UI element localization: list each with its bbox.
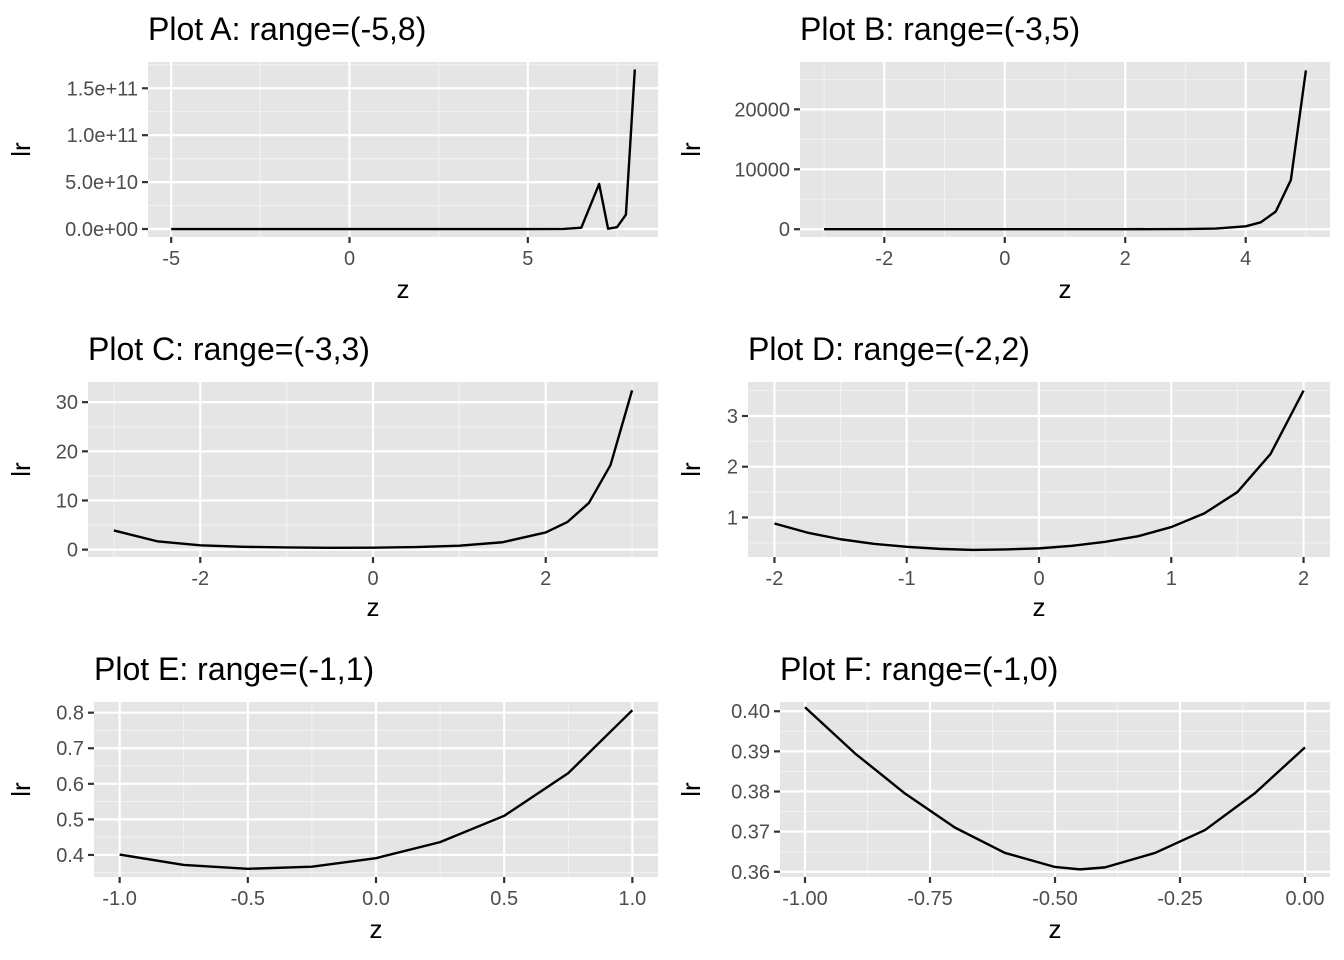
plot-a-x-axis-title: z <box>397 274 410 304</box>
plot-f-x-tick-label: -0.75 <box>907 888 953 910</box>
plot-a-x-tick-label: 5 <box>522 248 533 270</box>
plot-d-x-tick-label: -1 <box>898 568 916 590</box>
plot-d-panel: -2 -1 0 1 2 1 2 3 Plot D: range=(-2,2) z lr <box>676 331 1330 622</box>
plot-b-y-axis-title: lr <box>676 142 706 157</box>
plot-a-y-tick-label: 0.0e+00 <box>65 219 138 241</box>
plot-e-y-tick-label: 0.6 <box>56 774 84 796</box>
plot-f-y-tick-label: 0.36 <box>731 862 770 884</box>
plot-e-y-tick-label: 0.8 <box>56 703 84 725</box>
plot-d-x-axis-title: z <box>1033 592 1046 622</box>
plot-c-x-tick-label: 2 <box>540 568 551 590</box>
plot-f-x-tick-label: -0.25 <box>1157 888 1203 910</box>
plot-d-y-axis-title: lr <box>676 462 706 477</box>
plot-d-x-tick-label: -2 <box>766 568 784 590</box>
plot-b-x-axis-title: z <box>1059 274 1072 304</box>
plot-c-y-axis-title: lr <box>6 462 36 477</box>
plot-c-y-tick-label: 30 <box>56 392 78 414</box>
plot-c-series-line <box>113 390 634 550</box>
plot-a-title: Plot A: range=(-5,8) <box>148 11 426 47</box>
plot-a-y-tick-label: 1.5e+11 <box>67 78 138 100</box>
plot-a-panel: -5 0 5 0.0e+00 5.0e+10 1.0e+11 1.5e+11 Plot A: … <box>6 11 658 304</box>
plot-b-x-tick-label: -2 <box>875 248 893 270</box>
plot-b-y-tick-label: 20000 <box>734 99 790 121</box>
plot-a-y-axis-title: lr <box>6 142 36 157</box>
plot-a-x-tick-label: -5 <box>162 248 180 270</box>
plot-d-y-tick-label: 2 <box>727 457 738 479</box>
plot-d-x-tick-label: 1 <box>1166 568 1177 590</box>
plot-d-x-tick-label: 0 <box>1033 568 1044 590</box>
plot-d-title: Plot D: range=(-2,2) <box>748 331 1030 367</box>
plot-f-series-line <box>804 706 1306 871</box>
plot-b-y-tick-label: 10000 <box>734 159 790 181</box>
plot-f-x-tick-label: 0.00 <box>1286 888 1325 910</box>
plot-f-y-axis-title: lr <box>676 782 706 797</box>
plot-e-x-tick-label: -0.5 <box>231 888 265 910</box>
plot-c-y-tick-label: 0 <box>67 540 78 562</box>
plot-c-y-tick-label: 10 <box>56 490 78 512</box>
plot-e-y-tick-label: 0.4 <box>56 845 84 867</box>
plot-c-x-tick-label: 0 <box>367 568 378 590</box>
plot-a-y-tick-label: 1.0e+11 <box>67 125 138 147</box>
plot-b-x-tick-label: 4 <box>1240 248 1251 270</box>
plot-f-x-axis-title: z <box>1049 914 1062 944</box>
plot-e-y-axis-title: lr <box>6 782 36 797</box>
plot-e-x-tick-label: 0.0 <box>362 888 390 910</box>
plot-e-x-tick-label: 1.0 <box>618 888 646 910</box>
plot-f-y-tick-label: 0.40 <box>731 701 770 723</box>
plot-d-x-tick-label: 2 <box>1298 568 1309 590</box>
plot-f-x-tick-label: -0.50 <box>1032 888 1078 910</box>
plot-f-y-tick-label: 0.38 <box>731 782 770 804</box>
plot-a-series-line <box>171 69 637 231</box>
plot-f-y-tick-label: 0.39 <box>731 741 770 763</box>
plot-b-y-tick-label: 0 <box>779 219 790 241</box>
plot-e-title: Plot E: range=(-1,1) <box>94 651 374 687</box>
plot-e-x-axis-title: z <box>370 914 383 944</box>
plot-d-y-tick-label: 1 <box>727 507 738 529</box>
plot-e-y-tick-label: 0.5 <box>56 809 84 831</box>
plot-b-panel: -2 0 2 4 0 10000 20000 Plot B: range=(-3,5) z lr <box>676 11 1330 304</box>
plot-b-title: Plot B: range=(-3,5) <box>800 11 1080 47</box>
plot-c-title: Plot C: range=(-3,3) <box>88 331 370 367</box>
plot-f-panel: -1.00 -0.75 -0.50 -0.25 0.00 0.36 0.37 0.38 0.39… <box>676 651 1330 944</box>
plot-d-y-tick-label: 3 <box>727 406 738 428</box>
plot-b-series-line <box>824 70 1308 231</box>
plot-c-x-tick-label: -2 <box>191 568 209 590</box>
plot-e-panel: -1.0 -0.5 0.0 0.5 1.0 0.4 0.5 0.6 0.7 0.8 Plot E: … <box>6 651 658 944</box>
plot-c-y-tick-label: 20 <box>56 441 78 463</box>
plot-a-x-tick-label: 0 <box>344 248 355 270</box>
plot-a-y-tick-label: 5.0e+10 <box>65 172 138 194</box>
plot-f-title: Plot F: range=(-1,0) <box>780 651 1058 687</box>
plot-b-x-tick-label: 0 <box>999 248 1010 270</box>
plot-d-series-line <box>774 390 1305 552</box>
plot-c-x-axis-title: z <box>367 592 380 622</box>
plot-f-y-tick-label: 0.37 <box>731 822 770 844</box>
plot-e-x-tick-label: -1.0 <box>102 888 136 910</box>
plot-f-x-tick-label: -1.00 <box>782 888 828 910</box>
plot-e-y-tick-label: 0.7 <box>56 738 84 760</box>
plot-b-x-tick-label: 2 <box>1120 248 1131 270</box>
plot-e-series-line <box>119 709 634 871</box>
plot-a-background <box>148 62 658 237</box>
plot-e-x-tick-label: 0.5 <box>490 888 518 910</box>
